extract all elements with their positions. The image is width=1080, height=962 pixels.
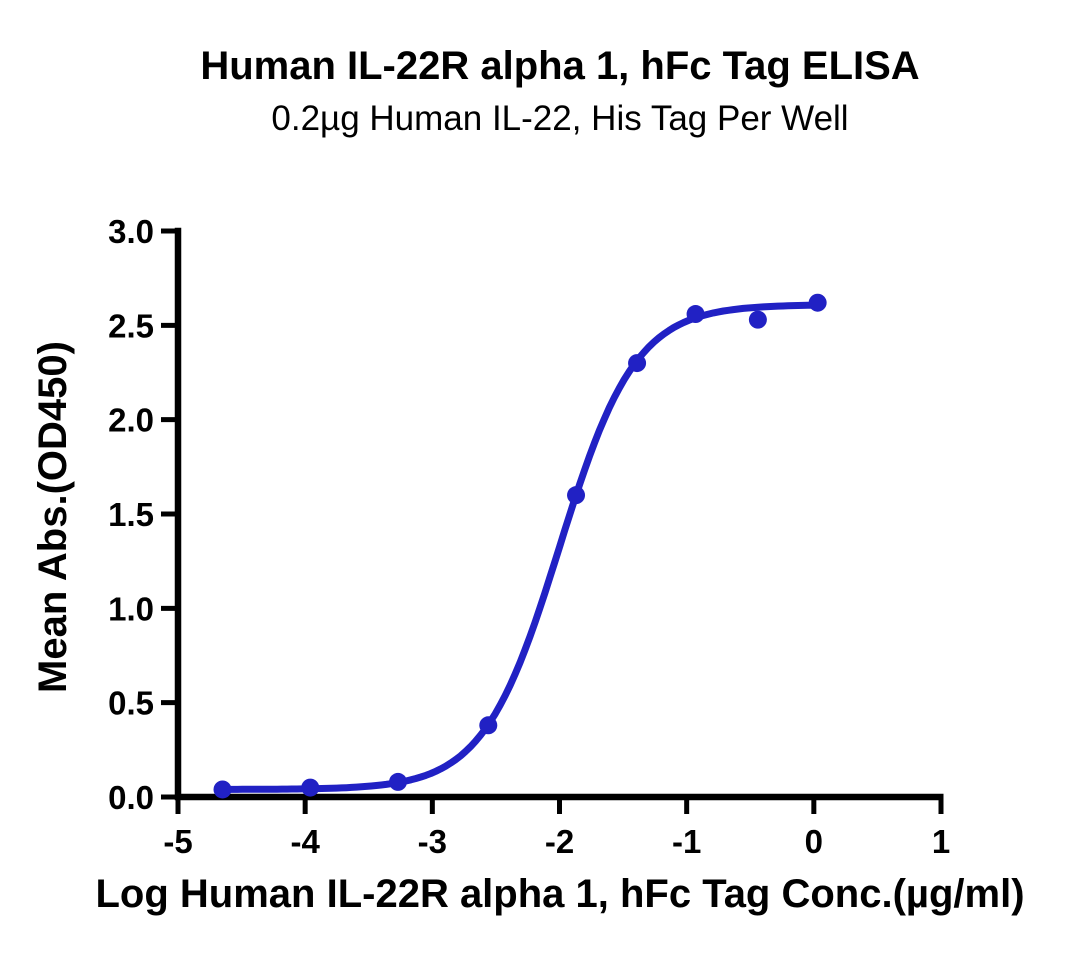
x-tick-label: -1 [672,823,701,860]
y-tick-label: 1.0 [108,590,154,627]
data-point [213,780,232,799]
x-tick-label: 1 [932,823,950,860]
chart-subtitle: 0.2µg Human IL-22, His Tag Per Well [271,99,848,138]
data-points-layer [213,293,827,799]
y-axis-label: Mean Abs.(OD450) [31,341,75,693]
data-point [628,354,647,373]
axes-layer [174,227,944,801]
y-tick-label: 2.0 [108,402,154,439]
x-axis-label: Log Human IL-22R alpha 1, hFc Tag Conc.(… [95,872,1024,916]
y-tick-label: 2.5 [108,307,154,344]
data-point [686,305,705,324]
y-tick-label: 0.0 [108,779,154,816]
data-point [748,310,767,329]
y-tick-label: 3.0 [108,213,154,250]
y-tick-label: 0.5 [108,685,154,722]
x-tick-label: 0 [805,823,823,860]
data-point [479,716,498,735]
data-point [567,486,586,505]
data-point [808,293,827,312]
fitted-curve [219,301,822,793]
axis-lines [174,227,944,801]
data-point [388,772,407,791]
x-tick-label: -4 [290,823,320,860]
x-tick-label: -5 [163,823,192,860]
chart-title: Human IL-22R alpha 1, hFc Tag ELISA [200,44,919,88]
x-tick-label: -3 [418,823,447,860]
y-tick-label: 1.5 [108,496,154,533]
x-tick-label: -2 [545,823,574,860]
data-point [301,778,320,797]
ticks-layer: -5 -4 -3 -2 -1 0 1 0.0 0.5 1.0 1.5 2.0 2.5 3.0 [108,213,950,860]
fit-curve-layer [219,301,822,793]
